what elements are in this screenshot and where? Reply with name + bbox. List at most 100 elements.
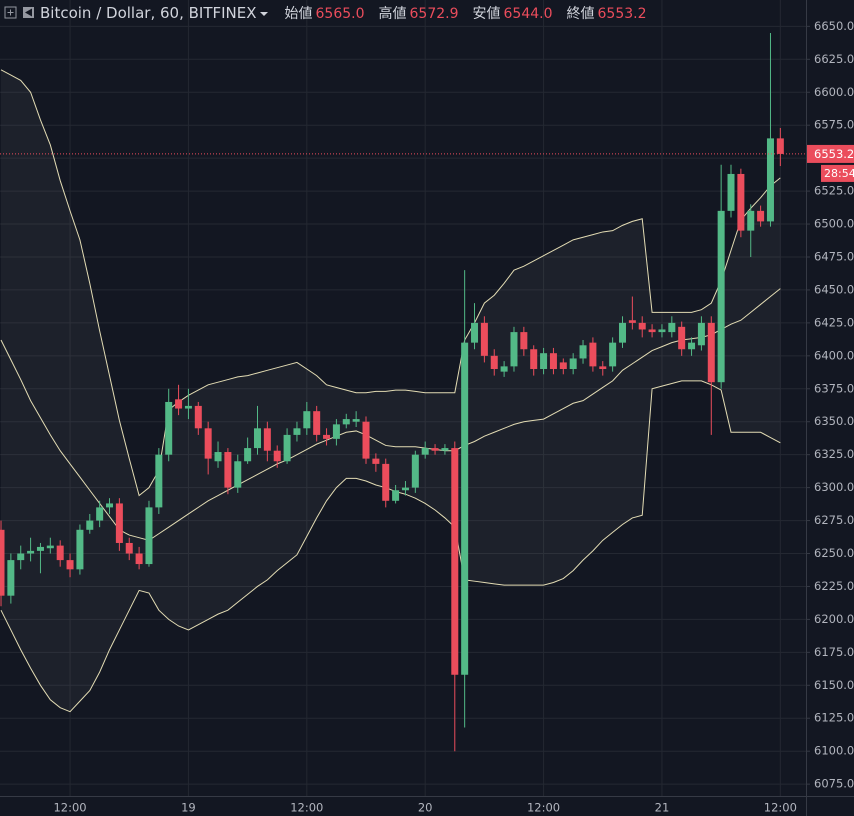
y-tick-label: 6625.0	[814, 52, 854, 66]
candle-body	[658, 329, 666, 333]
countdown-label: 28:54	[824, 167, 854, 180]
candle-body	[717, 210, 725, 383]
candle-body	[638, 322, 646, 330]
y-tick-label: 6375.0	[814, 381, 854, 395]
candle-body	[382, 463, 390, 501]
candle-body	[540, 353, 548, 370]
y-tick-label: 6575.0	[814, 118, 854, 132]
band-line	[0, 288, 781, 541]
candle-body	[599, 366, 607, 370]
candle-body	[697, 322, 705, 346]
candle-body	[175, 399, 183, 409]
candle-body	[224, 452, 232, 488]
candle-body	[411, 454, 419, 488]
candle-body	[451, 448, 459, 675]
candle-body	[727, 173, 735, 211]
candle-body	[313, 411, 321, 435]
candle-body	[628, 320, 636, 323]
candle-body	[461, 342, 469, 675]
candle-body	[106, 503, 114, 508]
candle-body	[352, 419, 360, 422]
last-price-tag	[807, 144, 854, 163]
y-tick-label: 6200.0	[814, 612, 854, 626]
candle-body	[678, 326, 686, 350]
ohlc-value: 6572.9	[409, 6, 459, 22]
candle-body	[579, 345, 587, 359]
candle-body	[135, 553, 143, 565]
candle-body	[263, 428, 271, 451]
candle-body	[609, 342, 617, 367]
x-tick-label: 20	[418, 801, 433, 815]
y-tick-label: 6525.0	[814, 184, 854, 198]
candle-body	[36, 546, 44, 551]
ohlc: 始値 6565.0 高値 6572.9 安値 6544.0 終値 6553.2	[271, 3, 647, 23]
candle-body	[688, 342, 696, 350]
y-tick-label: 6325.0	[814, 447, 854, 461]
candle-body	[480, 322, 488, 356]
dropdown-caret[interactable]	[257, 6, 271, 20]
candle-body	[0, 529, 5, 596]
ohlc-label: 高値	[378, 6, 407, 22]
x-tick-label: 12:00	[53, 801, 86, 815]
candle-body	[27, 550, 35, 554]
countdown-tag	[821, 164, 854, 182]
y-tick-label: 6600.0	[814, 85, 854, 99]
candle-body	[115, 503, 123, 543]
y-tick-label: 6100.0	[814, 744, 854, 758]
candle-body	[490, 355, 498, 370]
y-tick-label: 6150.0	[814, 678, 854, 692]
candle-body	[194, 405, 202, 429]
y-tick-label: 6250.0	[814, 546, 854, 560]
last-price-label: 6553.2	[814, 147, 854, 161]
candle-body	[184, 405, 192, 409]
candle-body	[17, 553, 25, 561]
band-line	[0, 69, 781, 497]
y-tick-label: 6500.0	[814, 217, 854, 231]
candle-body	[747, 210, 755, 231]
y-tick-label: 6075.0	[814, 777, 854, 791]
y-tick-label: 6400.0	[814, 348, 854, 362]
candle-body	[510, 332, 518, 367]
x-tick-label: 12:00	[527, 801, 560, 815]
header-icons[interactable]	[4, 4, 40, 22]
candle-body	[589, 342, 597, 367]
candle-body	[145, 507, 153, 565]
candle-body	[392, 490, 400, 501]
y-tick-label: 6125.0	[814, 711, 854, 725]
price-axis	[806, 0, 854, 816]
candle-body	[244, 448, 252, 462]
candle-body	[125, 542, 133, 554]
candle-body	[766, 138, 774, 222]
symbol-title[interactable]: Bitcoin / Dollar, 60, BITFINEX	[40, 4, 257, 22]
y-tick-label: 6425.0	[814, 315, 854, 329]
y-tick-label: 6175.0	[814, 645, 854, 659]
candle-body	[303, 411, 311, 429]
ohlc-value: 6553.2	[597, 6, 647, 22]
candle-body	[66, 560, 74, 570]
candle-body	[86, 520, 94, 530]
candle-body	[737, 173, 745, 231]
candle-body	[283, 434, 291, 462]
candle-body	[757, 210, 765, 222]
x-tick-label: 12:00	[290, 801, 323, 815]
candle-body	[559, 362, 567, 370]
candle-body	[441, 448, 449, 451]
candle-body	[155, 454, 163, 508]
candle-body	[520, 332, 528, 350]
y-tick-label: 6300.0	[814, 480, 854, 494]
candle-body	[7, 560, 15, 596]
y-tick-label: 6275.0	[814, 513, 854, 527]
header: Bitcoin / Dollar, 60, BITFINEX 始値 6565.0 高…	[4, 3, 647, 23]
candle-body	[332, 424, 340, 439]
candle-body	[668, 322, 676, 333]
y-tick-label: 6350.0	[814, 414, 854, 428]
band-line	[0, 380, 781, 713]
candle-body	[214, 452, 222, 462]
candle-body	[421, 448, 429, 455]
candle-body	[707, 322, 715, 383]
candle-body	[76, 529, 84, 570]
candle-body	[46, 545, 54, 549]
candle-body	[431, 448, 439, 451]
